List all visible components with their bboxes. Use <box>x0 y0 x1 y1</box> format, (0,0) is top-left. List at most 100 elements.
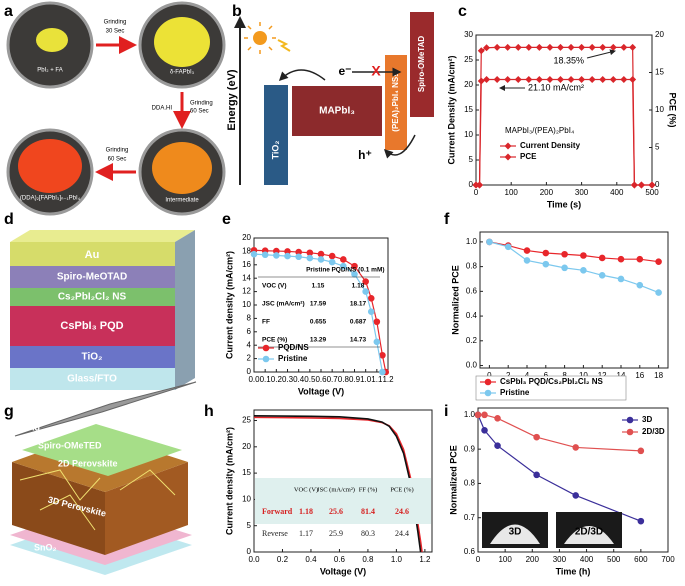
marker <box>535 76 543 83</box>
block-side <box>105 462 188 555</box>
table-cell: 1.17 <box>299 529 313 538</box>
marker <box>636 255 644 263</box>
y2-tick-label: 15 <box>655 68 664 77</box>
layer <box>10 368 175 390</box>
x-tick-label: 1.1 <box>371 375 383 384</box>
marker <box>306 254 314 262</box>
y-tick-label: 30 <box>464 30 473 39</box>
marker <box>523 257 531 264</box>
sun <box>253 31 267 45</box>
y-tick-label: 10 <box>242 495 251 504</box>
layer <box>22 424 182 476</box>
x-tick-label: 0.8 <box>362 555 374 564</box>
y2-axis-label: PCE (%) <box>668 92 678 127</box>
y-tick-label: 25 <box>242 416 251 425</box>
marker <box>561 264 568 272</box>
marker <box>362 288 369 295</box>
table-cell: 0.655 <box>310 319 327 326</box>
x-tick-label: 400 <box>580 555 594 564</box>
marker <box>556 43 564 51</box>
marker <box>629 43 637 51</box>
marker <box>525 76 533 83</box>
x-tick-label: 700 <box>661 555 675 564</box>
y-axis-label: Current Density (mA/cm²) <box>446 55 456 164</box>
marker <box>483 76 491 83</box>
marker <box>626 428 634 436</box>
layer <box>410 12 434 117</box>
marker <box>599 43 607 51</box>
marker <box>493 76 501 83</box>
marker <box>340 262 347 270</box>
table-cell: 24.6 <box>395 507 409 516</box>
marker <box>328 252 336 260</box>
step-label: Grinding <box>190 101 213 107</box>
step-label: DDA.HI <box>152 106 173 112</box>
table-row-label: VOC (V) <box>262 283 287 290</box>
x-axis-label: Time (s) <box>547 199 581 209</box>
panel-letter: b <box>232 3 242 20</box>
panel-letter: g <box>4 403 14 420</box>
y-tick-label: 14 <box>242 273 251 282</box>
x-tick-label: 16 <box>635 371 644 380</box>
x-axis-label: Voltage (V) <box>298 386 344 396</box>
marker <box>514 76 522 83</box>
y-tick-label: 0.7 <box>464 513 476 522</box>
x-tick-label: 0.4 <box>305 555 317 564</box>
legend-label: CsPbI₃ PQD/Cs₂PbI₂Cl₂ NS <box>500 377 603 386</box>
marker <box>504 153 512 161</box>
layer-label: Au <box>85 249 100 261</box>
x-tick-label: 0.8 <box>338 375 350 384</box>
x-tick-label: 0.9 <box>349 375 361 384</box>
y-axis-label: Normalized PCE <box>448 445 458 515</box>
marker <box>317 256 325 263</box>
x-tick-label: 500 <box>645 188 659 197</box>
marker <box>630 181 638 189</box>
y-tick-label: 0.8 <box>466 262 478 271</box>
x-tick-label: 0.4 <box>293 375 305 384</box>
x-tick-label: 1.2 <box>419 555 431 564</box>
hole: h⁺ <box>358 148 372 162</box>
marker <box>620 76 628 83</box>
marker <box>626 416 634 424</box>
x-tick-label: 12 <box>598 371 607 380</box>
legend-label: PCE <box>520 152 537 161</box>
marker <box>486 238 493 246</box>
x-tick-label: 0.6 <box>315 375 327 384</box>
y-tick-label: 0 <box>247 547 252 556</box>
sample-label: PbI₂ + FA <box>37 68 63 74</box>
table-row-label: Reverse <box>262 529 288 538</box>
marker <box>655 258 662 265</box>
marker <box>655 289 662 296</box>
marker <box>609 43 617 51</box>
layer-label: CsPbI₃ PQD <box>60 320 123 332</box>
marker <box>572 492 580 499</box>
layer <box>292 86 382 136</box>
marker <box>484 389 492 397</box>
marker <box>295 253 302 261</box>
marker <box>599 76 607 83</box>
x-tick-label: 1.0 <box>360 375 372 384</box>
marker <box>620 43 628 51</box>
powder <box>36 28 68 52</box>
marker <box>648 181 656 189</box>
legend-label: Pristine <box>278 354 308 363</box>
y-tick-label: 6 <box>247 327 252 336</box>
table-header: JSC (mA/cm²) <box>317 486 355 493</box>
marker <box>578 43 586 51</box>
layer <box>10 242 175 266</box>
layer-label: ITO <box>28 554 43 564</box>
marker <box>362 278 369 285</box>
x-tick-label: 600 <box>634 555 648 564</box>
y-tick-label: 16 <box>242 260 251 269</box>
powder <box>18 139 82 193</box>
y-tick-label: 0.9 <box>464 444 476 453</box>
marker <box>484 378 492 386</box>
y-tick-label: 0 <box>469 180 474 189</box>
y-tick-label: 0.6 <box>464 547 476 556</box>
y-tick-label: 25 <box>464 55 473 64</box>
step-label: Grinding <box>106 148 129 154</box>
electron: e⁻ <box>338 64 351 78</box>
marker <box>637 181 645 189</box>
x-tick-label: 0 <box>476 555 481 564</box>
